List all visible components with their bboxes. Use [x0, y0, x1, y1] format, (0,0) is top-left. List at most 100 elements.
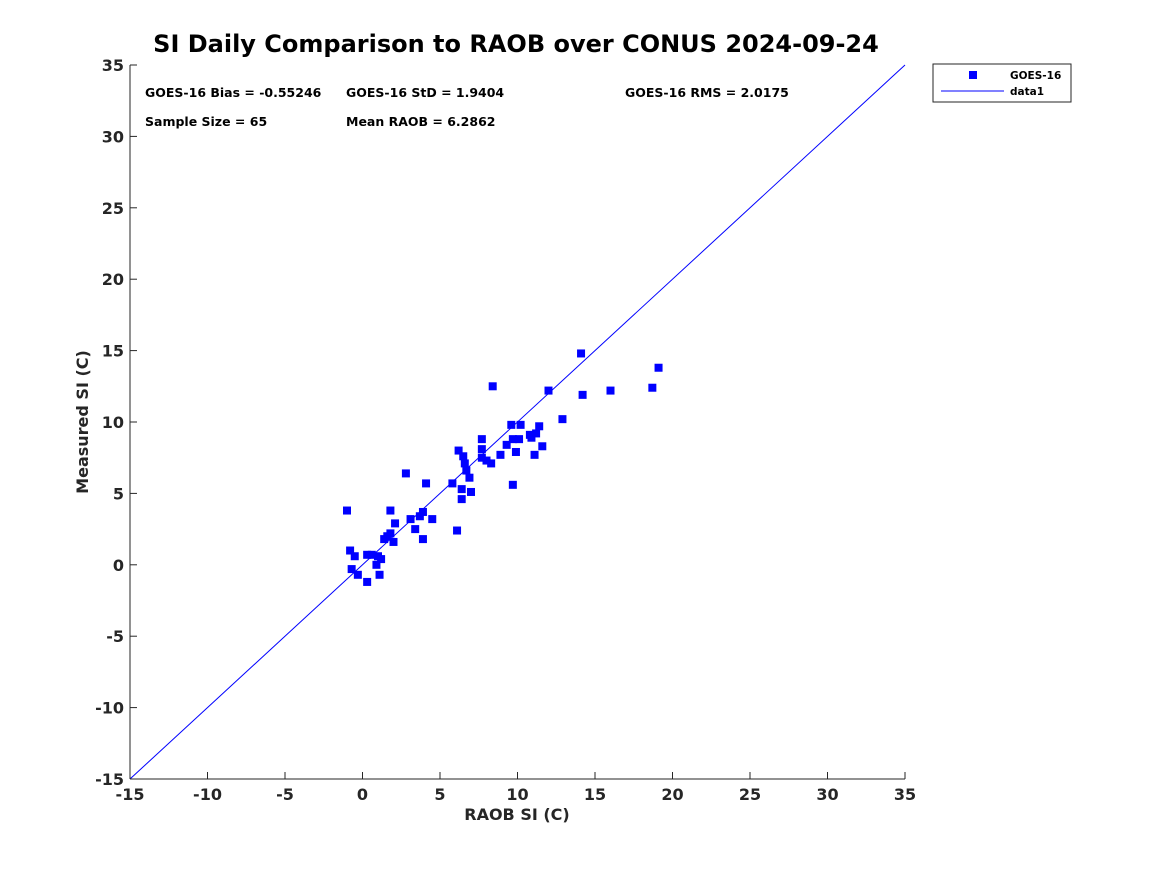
legend-goes16-label: GOES-16: [1010, 70, 1061, 82]
goes16-data-point: [460, 459, 469, 468]
goes16-data-point: [516, 420, 525, 429]
x-tick-label: -5: [276, 785, 294, 804]
goes16-data-point: [535, 422, 544, 431]
goes16-data-point: [465, 473, 474, 482]
goes16-data-point: [577, 349, 586, 358]
x-tick-label: 10: [506, 785, 528, 804]
y-tick-label: -10: [95, 699, 124, 718]
legend-data1-label: data1: [1010, 86, 1044, 98]
goes16-data-point: [457, 485, 466, 494]
goes16-data-point: [527, 433, 536, 442]
stats-annotations: GOES-16 Bias = -0.55246 GOES-16 StD = 1.…: [145, 85, 789, 129]
goes16-data-point: [428, 515, 437, 524]
goes16-data-point: [502, 440, 511, 449]
goes16-data-point: [343, 506, 351, 515]
goes16-data-point: [418, 507, 427, 516]
stat-rms: GOES-16 RMS = 2.0175: [625, 85, 789, 100]
legend: GOES-16 data1: [932, 63, 1072, 103]
goes16-data-point: [508, 480, 517, 489]
goes16-data-point: [367, 550, 376, 559]
goes16-data-point: [386, 529, 395, 538]
goes16-data-point: [457, 495, 466, 504]
goes16-data-point: [453, 526, 462, 535]
goes16-data-point: [488, 382, 497, 391]
y-tick-label: 20: [102, 270, 124, 289]
goes16-data-point: [363, 577, 372, 586]
goes16-data-point: [418, 535, 427, 544]
chart-title: SI Daily Comparison to RAOB over CONUS 2…: [153, 30, 879, 58]
stat-std: GOES-16 StD = 1.9404: [346, 85, 504, 100]
stat-sample-size: Sample Size = 65: [145, 114, 267, 129]
goes16-data-point: [654, 363, 663, 372]
goes16-data-point: [558, 415, 567, 424]
stat-bias: GOES-16 Bias = -0.55246: [145, 85, 322, 100]
goes16-data-point: [377, 555, 386, 564]
x-tick-label: -10: [193, 785, 222, 804]
x-tick-label: 30: [816, 785, 838, 804]
goes16-data-point: [648, 383, 657, 392]
goes16-data-point: [422, 479, 431, 488]
goes16-data-point: [507, 420, 516, 429]
goes16-data-point: [347, 565, 356, 574]
goes16-data-point: [454, 446, 463, 455]
goes16-data-point: [578, 390, 587, 399]
y-tick-label: 15: [102, 342, 124, 361]
goes16-data-point: [386, 506, 395, 515]
goes16-data-point: [496, 450, 505, 459]
goes16-data-point: [401, 469, 410, 478]
goes16-data-point: [462, 466, 471, 475]
goes16-data-point: [606, 386, 615, 395]
x-tick-label: 20: [661, 785, 683, 804]
y-tick-label: 25: [102, 199, 124, 218]
x-tick-label: 5: [434, 785, 445, 804]
legend-goes16-marker: [969, 71, 977, 79]
y-axis-ticks: -15 -10 -5 0 5 10 15 20 25 30 35: [95, 56, 137, 789]
goes16-data-point: [350, 552, 359, 561]
plot-area: [129, 64, 906, 780]
goes16-data-point: [353, 570, 362, 579]
goes16-data-point: [467, 487, 475, 496]
goes16-data-point: [544, 386, 553, 395]
goes16-data-point: [372, 560, 381, 569]
y-tick-label: 10: [102, 413, 124, 432]
x-axis-ticks: -15 -10 -5 0 5 10 15 20 25 30 35: [116, 772, 916, 804]
goes16-data-point: [459, 452, 468, 461]
legend-box: [932, 63, 1072, 103]
goes16-data-point: [415, 512, 424, 521]
goes16-points-layer: [343, 349, 663, 586]
goes16-data-point: [363, 550, 372, 559]
goes16-data-point: [389, 537, 398, 546]
goes16-data-point: [391, 519, 400, 528]
goes16-data-point: [411, 525, 420, 534]
y-tick-label: -5: [106, 627, 124, 646]
goes16-data-point: [448, 479, 457, 488]
goes16-data-point: [375, 570, 384, 579]
y-tick-label: 5: [113, 484, 124, 503]
x-tick-label: 0: [357, 785, 368, 804]
goes16-data-point: [406, 515, 415, 524]
goes16-data-point: [487, 459, 496, 468]
stat-mean-raob: Mean RAOB = 6.2862: [346, 114, 495, 129]
x-tick-label: 25: [739, 785, 761, 804]
y-tick-label: 35: [102, 56, 124, 75]
goes16-data-point: [508, 435, 517, 444]
y-tick-label: -15: [95, 770, 124, 789]
goes16-data-point: [346, 546, 355, 555]
x-tick-label: 15: [584, 785, 606, 804]
goes16-data-point: [532, 429, 541, 438]
x-tick-label: -15: [116, 785, 145, 804]
y-axis-label: Measured SI (C): [73, 350, 92, 494]
goes16-data-point: [477, 445, 486, 454]
goes16-data-point: [482, 456, 491, 465]
y-tick-label: 0: [113, 556, 124, 575]
x-tick-label: 35: [894, 785, 916, 804]
goes16-data-point: [538, 442, 547, 451]
goes16-data-point: [511, 447, 520, 456]
x-axis-label: RAOB SI (C): [464, 805, 569, 824]
y-tick-label: 30: [102, 127, 124, 146]
goes16-data-point: [477, 435, 486, 444]
goes16-data-point: [530, 450, 539, 459]
goes16-data-point: [515, 435, 524, 444]
goes16-data-point: [477, 453, 486, 462]
